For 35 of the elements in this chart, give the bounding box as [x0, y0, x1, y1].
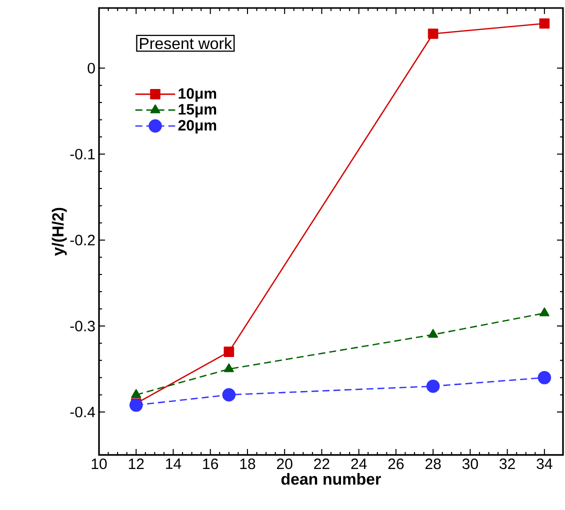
x-tick-label: 24: [351, 458, 367, 469]
x-tick-label: 10: [92, 458, 107, 470]
legend-label: 20μm: [178, 120, 216, 134]
y-tick-label: -0.1: [70, 148, 95, 160]
point: [538, 370, 552, 384]
legend-label: 10μm: [178, 88, 216, 102]
point: [426, 380, 440, 393]
y-tick-label: 0: [88, 62, 95, 74]
x-tick-label: 26: [388, 458, 404, 470]
point: [224, 363, 234, 372]
annotation: Present work: [140, 37, 232, 50]
y-tick-label: -0.4: [70, 406, 96, 418]
point: [222, 388, 236, 402]
x-tick-label: 18: [240, 458, 256, 470]
point: [539, 308, 550, 316]
x-tick-label: 12: [128, 458, 144, 469]
point: [129, 398, 143, 412]
x-axis-title: dean number: [281, 473, 381, 485]
y-tick-label: -0.3: [70, 320, 95, 332]
x-tick-label: 22: [314, 458, 330, 469]
x-tick-label: 30: [462, 458, 478, 470]
x-tick-label: 34: [536, 458, 552, 470]
x-tick-label: 28: [425, 458, 441, 470]
y-axis-title: y/(H/2): [52, 208, 67, 256]
x-tick-label: 14: [166, 458, 182, 469]
point: [131, 389, 142, 398]
legend-label: 15μm: [178, 104, 216, 118]
x-tick-label: 20: [277, 458, 292, 470]
point: [428, 328, 438, 338]
point: [224, 346, 234, 357]
x-tick-label: 32: [500, 458, 515, 470]
point: [428, 28, 438, 39]
y-tick-label: -0.2: [70, 234, 95, 246]
point: [539, 18, 550, 29]
x-tick-label: 16: [203, 458, 218, 470]
